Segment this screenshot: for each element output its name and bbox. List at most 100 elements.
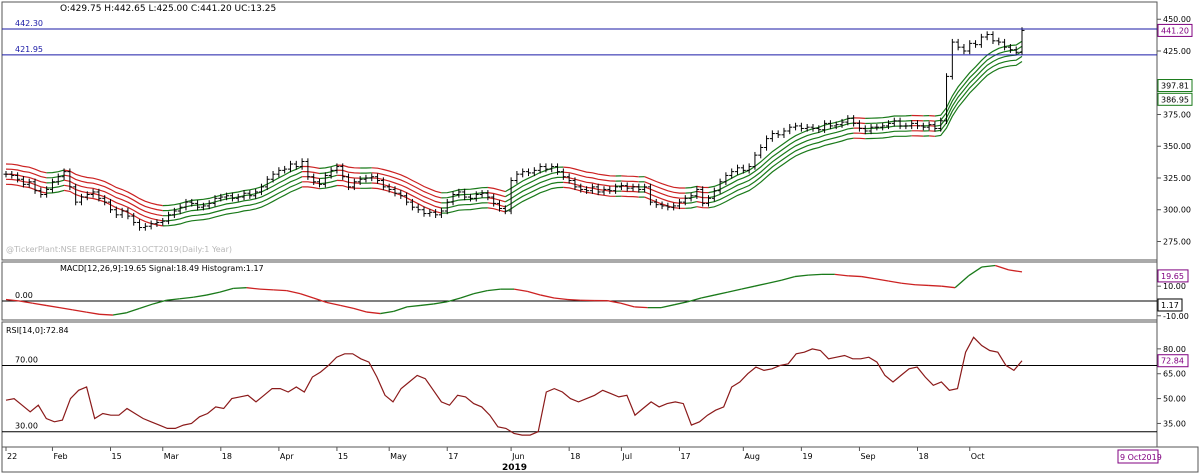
ohlc-bar (781, 127, 787, 138)
ohlc-bar (433, 209, 439, 218)
ohlc-bar (450, 191, 456, 206)
ma-ribbon-line (865, 114, 912, 119)
ma-ribbon-line (644, 181, 686, 194)
macd-panel-border (1, 261, 1158, 321)
ma-ribbon-line (708, 127, 854, 199)
ma-ribbon-line (621, 190, 639, 193)
ma-ribbon-line (302, 171, 320, 175)
rsi-panel-border (1, 321, 1158, 448)
ohlc-bar (299, 158, 305, 170)
ohlc-bar (618, 182, 624, 191)
macd-line-segment (433, 301, 448, 305)
time-tick-label: Feb (53, 452, 67, 461)
ma-ribbon-line (162, 186, 303, 227)
ohlc-bar (961, 44, 967, 55)
time-tick-label: 17 (680, 452, 690, 461)
ohlc-bar (421, 206, 427, 217)
ma-ribbon-line (63, 169, 163, 207)
ohlc-bar (229, 192, 235, 202)
macd-line-segment (219, 287, 234, 293)
ma-ribbon-line (441, 202, 488, 209)
ohlc-bar (166, 211, 172, 225)
macd-line-segment (473, 289, 488, 295)
ohlc-bar (589, 183, 595, 194)
ma-ribbon-line (63, 174, 163, 212)
macd-line-segment (206, 291, 221, 296)
macd-line-segment (861, 275, 876, 280)
ma-ribbon-line (708, 132, 854, 204)
ohlc-bar (705, 195, 711, 207)
macd-line-segment (741, 285, 755, 290)
macd-line-segment (406, 304, 421, 308)
ohlc-bar (125, 207, 131, 220)
ma-ribbon-line (853, 132, 866, 135)
ma-ribbon-line (319, 164, 338, 169)
macd-line-segment (152, 299, 167, 305)
macd-line-segment (901, 282, 916, 286)
ohlc-bar (32, 178, 38, 194)
ma-ribbon-line (563, 181, 616, 192)
rsi-value-box (1157, 354, 1189, 368)
ma-ribbon-line (46, 174, 65, 179)
ma-ribbon-line (644, 196, 686, 209)
ohlc-bar (496, 200, 502, 212)
ma-ribbon-line (644, 176, 686, 189)
ribbon-value-label: 386.95 (1161, 95, 1189, 104)
macd-line-segment (273, 289, 287, 292)
ohlc-bar (874, 124, 880, 131)
price-axis: 450.00425.00400.00375.00350.00325.00300.… (1157, 15, 1193, 246)
time-tick-label: 18 (222, 452, 232, 461)
ohlc-bar (944, 73, 950, 125)
macd-line-segment (968, 266, 983, 277)
ohlc-bar (15, 172, 21, 183)
ma-ribbon-line (644, 186, 686, 199)
price-tick-label: 275.00 (1163, 237, 1191, 246)
ma-ribbon-line (934, 60, 1023, 137)
ohlc-bar (1007, 44, 1013, 53)
price-tick-label: 350.00 (1163, 142, 1191, 151)
ohlc-bar (775, 130, 781, 138)
macd-lines: 0.00 (2, 264, 1157, 316)
rsi-level-label: 30.00 (15, 422, 38, 431)
rsi-line (5, 336, 1023, 436)
macd-line-segment (915, 284, 929, 287)
ohlc-bar (851, 115, 857, 127)
ma-ribbon-line (487, 207, 506, 213)
macd-line-segment (567, 298, 581, 301)
ma-ribbon-line (621, 180, 639, 183)
macd-line-segment (5, 298, 20, 302)
ma-ribbon-line (487, 192, 506, 198)
ohlc-bar (897, 117, 903, 130)
macd-line-segment (45, 304, 60, 309)
ohlc-bar (920, 122, 926, 131)
ohlc-bar (49, 178, 55, 193)
ohlc-bar (700, 186, 706, 207)
ma-ribbon-line (46, 169, 65, 174)
macd-line-segment (995, 264, 1009, 271)
ohlc-bar (909, 120, 915, 130)
macd-value-label: 19.65 (1161, 272, 1184, 281)
macd-zero-label: 0.00 (15, 291, 33, 300)
macd-line-segment (674, 301, 688, 306)
macd-line-segment (99, 313, 113, 316)
ohlc-bar (3, 171, 9, 178)
macd-line-segment (32, 302, 47, 307)
rsi-value-label: 72.84 (1161, 357, 1184, 366)
ohlc-bar (659, 201, 665, 210)
ohlc-bar (1002, 38, 1008, 51)
ohlc-bar (839, 118, 845, 128)
ohlc-bar (630, 183, 636, 192)
ohlc-bar (380, 177, 386, 191)
ma-ribbon-line (685, 206, 698, 209)
macd-line-segment (86, 311, 100, 315)
macd-line-segment (874, 278, 889, 282)
ohlc-bar (282, 165, 288, 174)
ohlc-bar (752, 151, 758, 170)
price-level-label: 442.30 (15, 19, 43, 28)
ohlc-bar (723, 172, 729, 185)
ma-ribbon-line (63, 179, 163, 217)
rsi-header: RSI[14,0]:72.84 (6, 326, 69, 335)
ma-ribbon-line (319, 174, 338, 180)
ma-ribbon-line (487, 197, 506, 203)
price-horizontal-lines: 442.30 421.95 (2, 19, 1157, 56)
